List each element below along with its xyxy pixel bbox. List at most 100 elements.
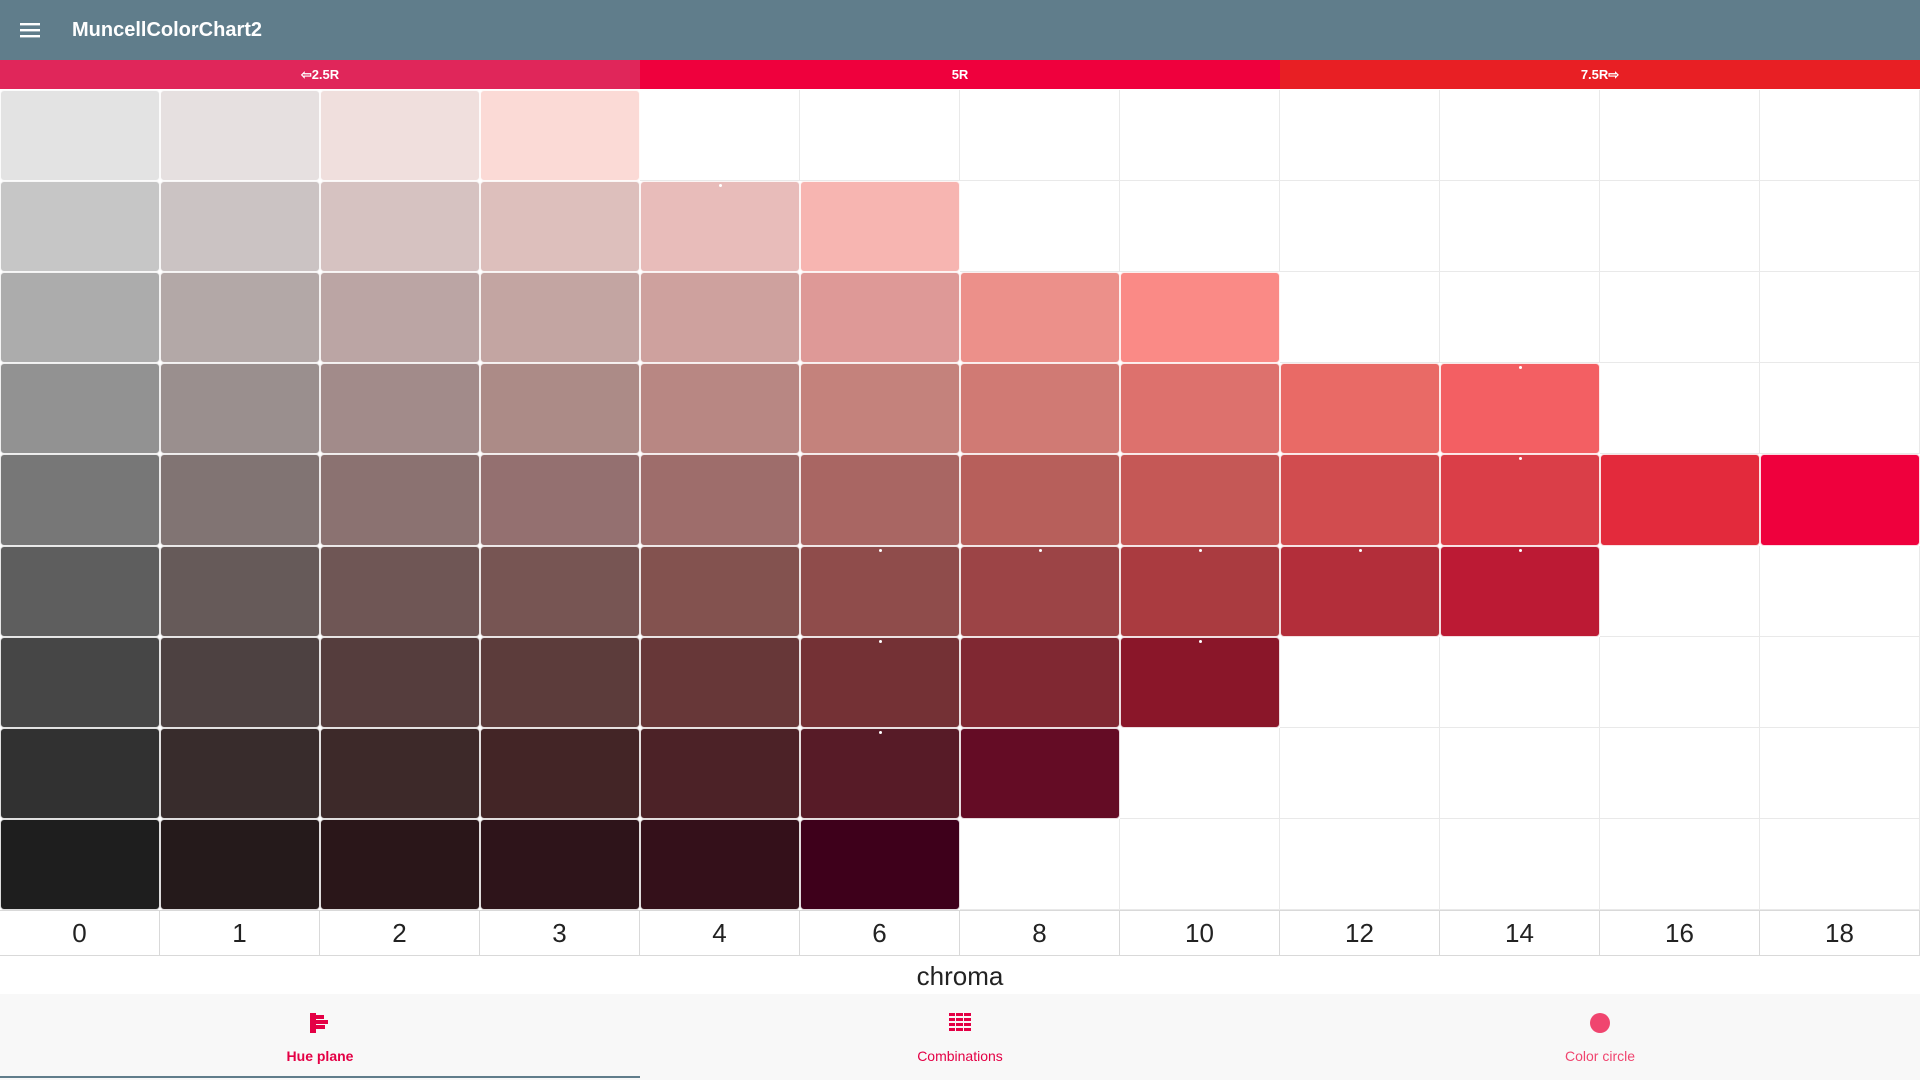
color-swatch[interactable] [480, 181, 640, 273]
color-swatch[interactable] [800, 636, 960, 728]
color-swatch[interactable] [480, 818, 640, 910]
color-swatch[interactable] [160, 818, 320, 910]
color-swatch[interactable] [800, 363, 960, 455]
color-swatch[interactable] [320, 545, 480, 637]
empty-cell [1600, 90, 1760, 182]
color-swatch[interactable] [480, 272, 640, 364]
hamburger-menu-icon[interactable] [8, 8, 52, 52]
color-swatch[interactable] [0, 818, 160, 910]
color-swatch[interactable] [640, 181, 800, 273]
color-swatch[interactable] [1600, 454, 1760, 546]
color-swatch[interactable] [1120, 545, 1280, 637]
color-swatch[interactable] [960, 545, 1120, 637]
empty-cell [1600, 818, 1760, 910]
empty-cell [1120, 818, 1280, 910]
color-swatch[interactable] [640, 636, 800, 728]
color-swatch[interactable] [160, 363, 320, 455]
nav-color-circle[interactable]: Color circle [1280, 994, 1920, 1080]
color-swatch[interactable] [800, 454, 960, 546]
color-swatch[interactable] [320, 90, 480, 182]
color-swatch[interactable] [800, 181, 960, 273]
color-swatch[interactable] [480, 636, 640, 728]
color-swatch[interactable] [160, 272, 320, 364]
empty-cell [1440, 181, 1600, 273]
color-swatch[interactable] [480, 727, 640, 819]
color-swatch[interactable] [480, 90, 640, 182]
empty-cell [960, 181, 1120, 273]
color-swatch[interactable] [640, 818, 800, 910]
color-swatch[interactable] [480, 363, 640, 455]
empty-cell [1760, 636, 1920, 728]
color-swatch[interactable] [320, 181, 480, 273]
color-swatch[interactable] [1120, 454, 1280, 546]
empty-cell [1280, 818, 1440, 910]
color-swatch[interactable] [960, 272, 1120, 364]
empty-cell [1120, 90, 1280, 182]
chroma-label: 16 [1600, 911, 1760, 955]
color-swatch[interactable] [0, 181, 160, 273]
color-swatch[interactable] [320, 818, 480, 910]
color-swatch[interactable] [640, 272, 800, 364]
color-swatch[interactable] [640, 545, 800, 637]
color-swatch[interactable] [1280, 363, 1440, 455]
color-swatch[interactable] [0, 636, 160, 728]
empty-cell [1760, 727, 1920, 819]
color-swatch[interactable] [1440, 545, 1600, 637]
color-swatch[interactable] [160, 636, 320, 728]
swatch-marker [1199, 548, 1202, 552]
empty-cell [1440, 636, 1600, 728]
color-swatch[interactable] [960, 363, 1120, 455]
color-swatch[interactable] [1280, 545, 1440, 637]
chroma-label: 0 [0, 911, 160, 955]
color-swatch[interactable] [320, 454, 480, 546]
color-swatch[interactable] [160, 90, 320, 182]
color-swatch[interactable] [320, 363, 480, 455]
nav-hue-plane[interactable]: Hue plane [0, 994, 640, 1080]
color-swatch[interactable] [320, 272, 480, 364]
color-swatch[interactable] [640, 727, 800, 819]
color-swatch[interactable] [0, 454, 160, 546]
color-swatch[interactable] [800, 272, 960, 364]
color-swatch[interactable] [160, 727, 320, 819]
color-swatch[interactable] [320, 727, 480, 819]
color-swatch[interactable] [640, 454, 800, 546]
color-swatch[interactable] [1120, 636, 1280, 728]
empty-cell [1760, 272, 1920, 364]
swatch-marker [719, 184, 722, 188]
color-swatch[interactable] [160, 545, 320, 637]
color-swatch[interactable] [0, 272, 160, 364]
color-swatch[interactable] [480, 454, 640, 546]
hue-tab-next[interactable]: 7.5R⇨ [1280, 60, 1920, 89]
color-swatch[interactable] [960, 454, 1120, 546]
color-swatch[interactable] [160, 454, 320, 546]
color-swatch[interactable] [0, 363, 160, 455]
color-swatch[interactable] [800, 545, 960, 637]
color-swatch[interactable] [960, 727, 1120, 819]
color-swatch[interactable] [1120, 363, 1280, 455]
color-swatch[interactable] [1280, 454, 1440, 546]
color-swatch[interactable] [320, 636, 480, 728]
color-swatch[interactable] [0, 545, 160, 637]
color-swatch[interactable] [800, 818, 960, 910]
color-swatch[interactable] [800, 727, 960, 819]
color-swatch[interactable] [1760, 454, 1920, 546]
color-swatch[interactable] [0, 727, 160, 819]
swatch-marker [1519, 457, 1522, 461]
color-swatch[interactable] [1440, 454, 1600, 546]
empty-cell [1760, 90, 1920, 182]
chroma-label: 3 [480, 911, 640, 955]
empty-cell [1760, 545, 1920, 637]
hue-tab-previous[interactable]: ⇦2.5R [0, 60, 640, 89]
color-swatch[interactable] [1440, 363, 1600, 455]
chroma-label: 18 [1760, 911, 1920, 955]
color-swatch[interactable] [640, 363, 800, 455]
color-swatch[interactable] [1120, 272, 1280, 364]
color-swatch[interactable] [960, 636, 1120, 728]
empty-cell [1280, 636, 1440, 728]
color-swatch[interactable] [160, 181, 320, 273]
color-swatch[interactable] [480, 545, 640, 637]
chroma-label: 8 [960, 911, 1120, 955]
hue-tab-current[interactable]: 5R [640, 60, 1280, 89]
color-swatch[interactable] [0, 90, 160, 182]
nav-combinations[interactable]: Combinations [640, 994, 1280, 1080]
